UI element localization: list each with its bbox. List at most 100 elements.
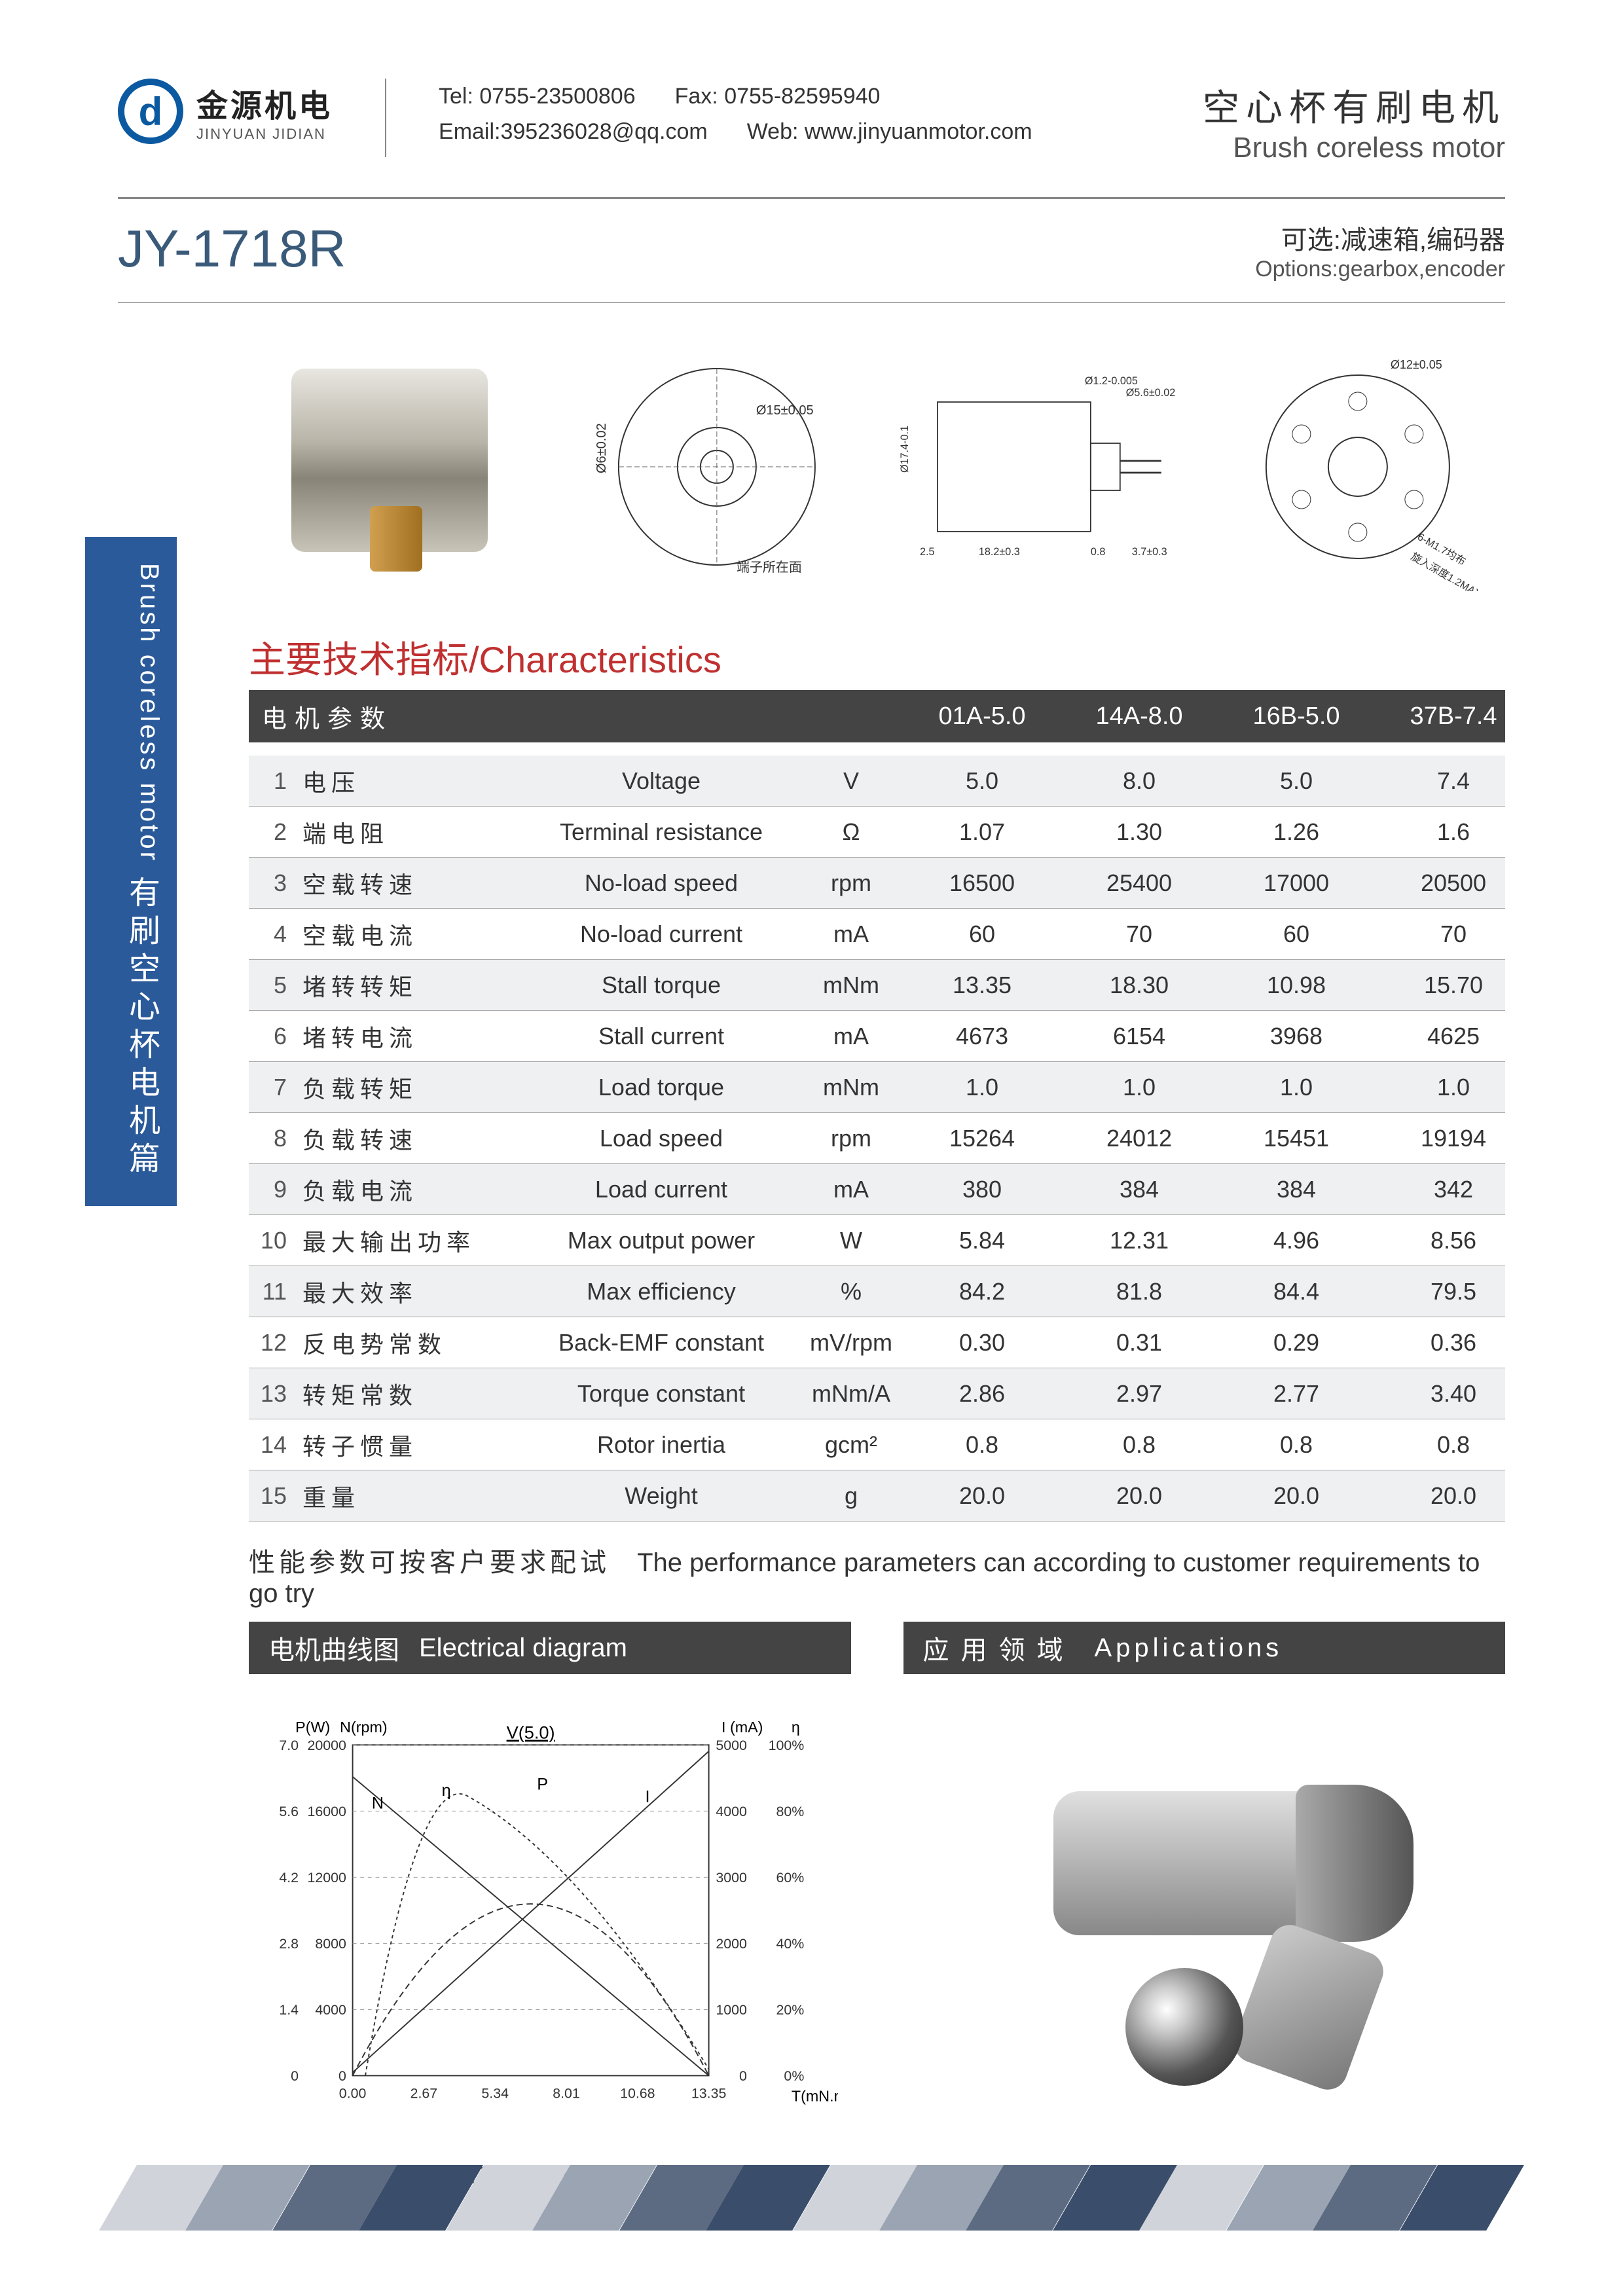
spec-value: 70 xyxy=(1061,920,1218,948)
svg-text:Ø1.2-0.005: Ø1.2-0.005 xyxy=(1084,375,1137,387)
motor-photo xyxy=(249,342,543,591)
model-row: JY-1718R 可选:减速箱,编码器 Options:gearbox,enco… xyxy=(0,199,1623,302)
spec-en: Stall torque xyxy=(524,972,799,999)
spec-row: 10最大输出功率Max output powerW5.8412.314.968.… xyxy=(249,1215,1505,1266)
spec-value: 20.0 xyxy=(1218,1482,1375,1510)
spec-value: 19194 xyxy=(1375,1125,1532,1152)
svg-text:Ø6±0.02: Ø6±0.02 xyxy=(594,423,609,473)
diagram-header-en: Electrical diagram xyxy=(419,1633,627,1663)
spec-en: Load torque xyxy=(524,1074,799,1101)
spec-value: 8.56 xyxy=(1375,1227,1532,1254)
spec-en: Load speed xyxy=(524,1125,799,1152)
spec-value: 3.40 xyxy=(1375,1380,1532,1408)
svg-text:T(mN.m): T(mN.m) xyxy=(792,2087,838,2104)
svg-text:60%: 60% xyxy=(776,1870,805,1886)
spec-cn: 最大效率 xyxy=(295,1275,524,1309)
spec-row: 9负载电流Load currentmA380384384342 xyxy=(249,1164,1505,1215)
svg-text:I (mA): I (mA) xyxy=(721,1719,763,1736)
svg-text:20000: 20000 xyxy=(307,1738,346,1753)
spec-idx: 6 xyxy=(249,1023,295,1050)
svg-text:40%: 40% xyxy=(776,1936,805,1952)
electrical-chart: V(5.0) P(W) N(rpm) I (mA) η 01.42.84.25.… xyxy=(249,1694,851,2202)
spec-idx: 15 xyxy=(249,1482,295,1510)
svg-text:0: 0 xyxy=(338,2068,346,2084)
spec-unit: V xyxy=(799,767,903,795)
spec-value: 10.98 xyxy=(1218,972,1375,999)
options-block: 可选:减速箱,编码器 Options:gearbox,encoder xyxy=(1255,219,1505,282)
spec-cn: 转子惯量 xyxy=(295,1428,524,1462)
side-tab-en: Brush coreless motor xyxy=(98,563,164,863)
svg-text:P(W): P(W) xyxy=(295,1719,330,1736)
svg-text:3.7±0.3: 3.7±0.3 xyxy=(1131,546,1167,558)
title-block: 空心杯有刷电机 Brush coreless motor xyxy=(1203,79,1505,164)
tel-value: 0755-23500806 xyxy=(479,84,635,109)
header-divider xyxy=(385,79,386,157)
app-header-en: Applications xyxy=(1095,1633,1283,1663)
svg-text:4.2: 4.2 xyxy=(279,1870,299,1886)
spec-value: 17000 xyxy=(1218,869,1375,897)
spec-value: 20.0 xyxy=(1375,1482,1532,1510)
spec-unit: rpm xyxy=(799,869,903,897)
spec-row: 13转矩常数Torque constantmNm/A2.862.972.773.… xyxy=(249,1368,1505,1419)
spec-value: 2.77 xyxy=(1218,1380,1375,1408)
spec-value: 0.8 xyxy=(1061,1431,1218,1459)
spec-row: 2端电阻Terminal resistanceΩ1.071.301.261.6 xyxy=(249,807,1505,858)
spec-cn: 堵转电流 xyxy=(295,1019,524,1053)
logo-icon: d xyxy=(118,79,183,144)
spec-cn: 负载转速 xyxy=(295,1121,524,1156)
drawing-rear: Ø12±0.05 6-M1.7均布 旋入深度1.2MAX xyxy=(1211,342,1505,591)
drawing-front: Ø15±0.05 Ø6±0.02 端子所在面 xyxy=(570,342,864,591)
spec-value: 25400 xyxy=(1061,869,1218,897)
logo-block: d 金源机电 JINYUAN JIDIAN xyxy=(118,79,333,144)
email-value: 395236028@qq.com xyxy=(500,119,707,144)
spec-cn: 负载转矩 xyxy=(295,1070,524,1104)
motor-gear-icon xyxy=(370,506,422,572)
svg-text:10.68: 10.68 xyxy=(620,2085,655,2101)
spec-value: 0.8 xyxy=(1218,1431,1375,1459)
spec-value: 384 xyxy=(1061,1176,1218,1203)
spec-row: 5堵转转矩Stall torquemNm13.3518.3010.9815.70 xyxy=(249,960,1505,1011)
spec-table-header: 电机参数 01A-5.0 14A-8.0 16B-5.0 37B-7.4 xyxy=(249,690,1505,742)
svg-text:4000: 4000 xyxy=(315,2002,346,2018)
spec-cn: 空载电流 xyxy=(295,917,524,951)
spec-value: 79.5 xyxy=(1375,1278,1532,1305)
spec-idx: 7 xyxy=(249,1074,295,1101)
tel-label: Tel: xyxy=(439,84,473,109)
spec-idx: 10 xyxy=(249,1227,295,1254)
svg-text:1000: 1000 xyxy=(716,2002,747,2018)
spec-idx: 12 xyxy=(249,1329,295,1357)
svg-text:4000: 4000 xyxy=(716,1804,747,1819)
spec-value: 0.36 xyxy=(1375,1329,1532,1357)
spec-idx: 13 xyxy=(249,1380,295,1408)
spec-cn: 堵转转矩 xyxy=(295,968,524,1002)
spec-value: 81.8 xyxy=(1061,1278,1218,1305)
spec-en: Rotor inertia xyxy=(524,1431,799,1459)
drawing-side: Ø1.2-0.005 Ø5.6±0.02 Ø17.4-0.1 2.5 18.2±… xyxy=(890,342,1185,591)
svg-text:18.2±0.3: 18.2±0.3 xyxy=(978,546,1019,558)
spec-unit: mNm xyxy=(799,1074,903,1101)
spec-value: 5.0 xyxy=(903,767,1061,795)
app-header: 应用领域 Applications xyxy=(903,1622,1506,1674)
spec-row: 3空载转速No-load speedrpm1650025400170002050… xyxy=(249,858,1505,909)
spec-unit: mV/rpm xyxy=(799,1329,903,1357)
spec-value: 60 xyxy=(1218,920,1375,948)
app-header-cn: 应用领域 xyxy=(923,1629,1075,1667)
svg-text:η: η xyxy=(442,1781,451,1800)
chart-title: V(5.0) xyxy=(507,1722,555,1743)
spec-en: Voltage xyxy=(524,767,799,795)
spec-value: 1.0 xyxy=(1218,1074,1375,1101)
variant-2: 16B-5.0 xyxy=(1218,702,1375,731)
spec-en: Terminal resistance xyxy=(524,818,799,846)
spec-value: 8.0 xyxy=(1061,767,1218,795)
logo-cn: 金源机电 xyxy=(196,80,333,126)
spec-idx: 11 xyxy=(249,1278,295,1305)
email-label: Email: xyxy=(439,119,500,144)
title-cn: 空心杯有刷电机 xyxy=(1203,79,1505,132)
spec-unit: rpm xyxy=(799,1125,903,1152)
title-en: Brush coreless motor xyxy=(1203,132,1505,164)
spec-value: 2.86 xyxy=(903,1380,1061,1408)
spec-value: 0.30 xyxy=(903,1329,1061,1357)
svg-text:3000: 3000 xyxy=(716,1870,747,1886)
characteristics-title: 主要技术指标/Characteristics xyxy=(0,617,1623,690)
spec-row: 7负载转矩Load torquemNm1.01.01.01.0 xyxy=(249,1062,1505,1113)
